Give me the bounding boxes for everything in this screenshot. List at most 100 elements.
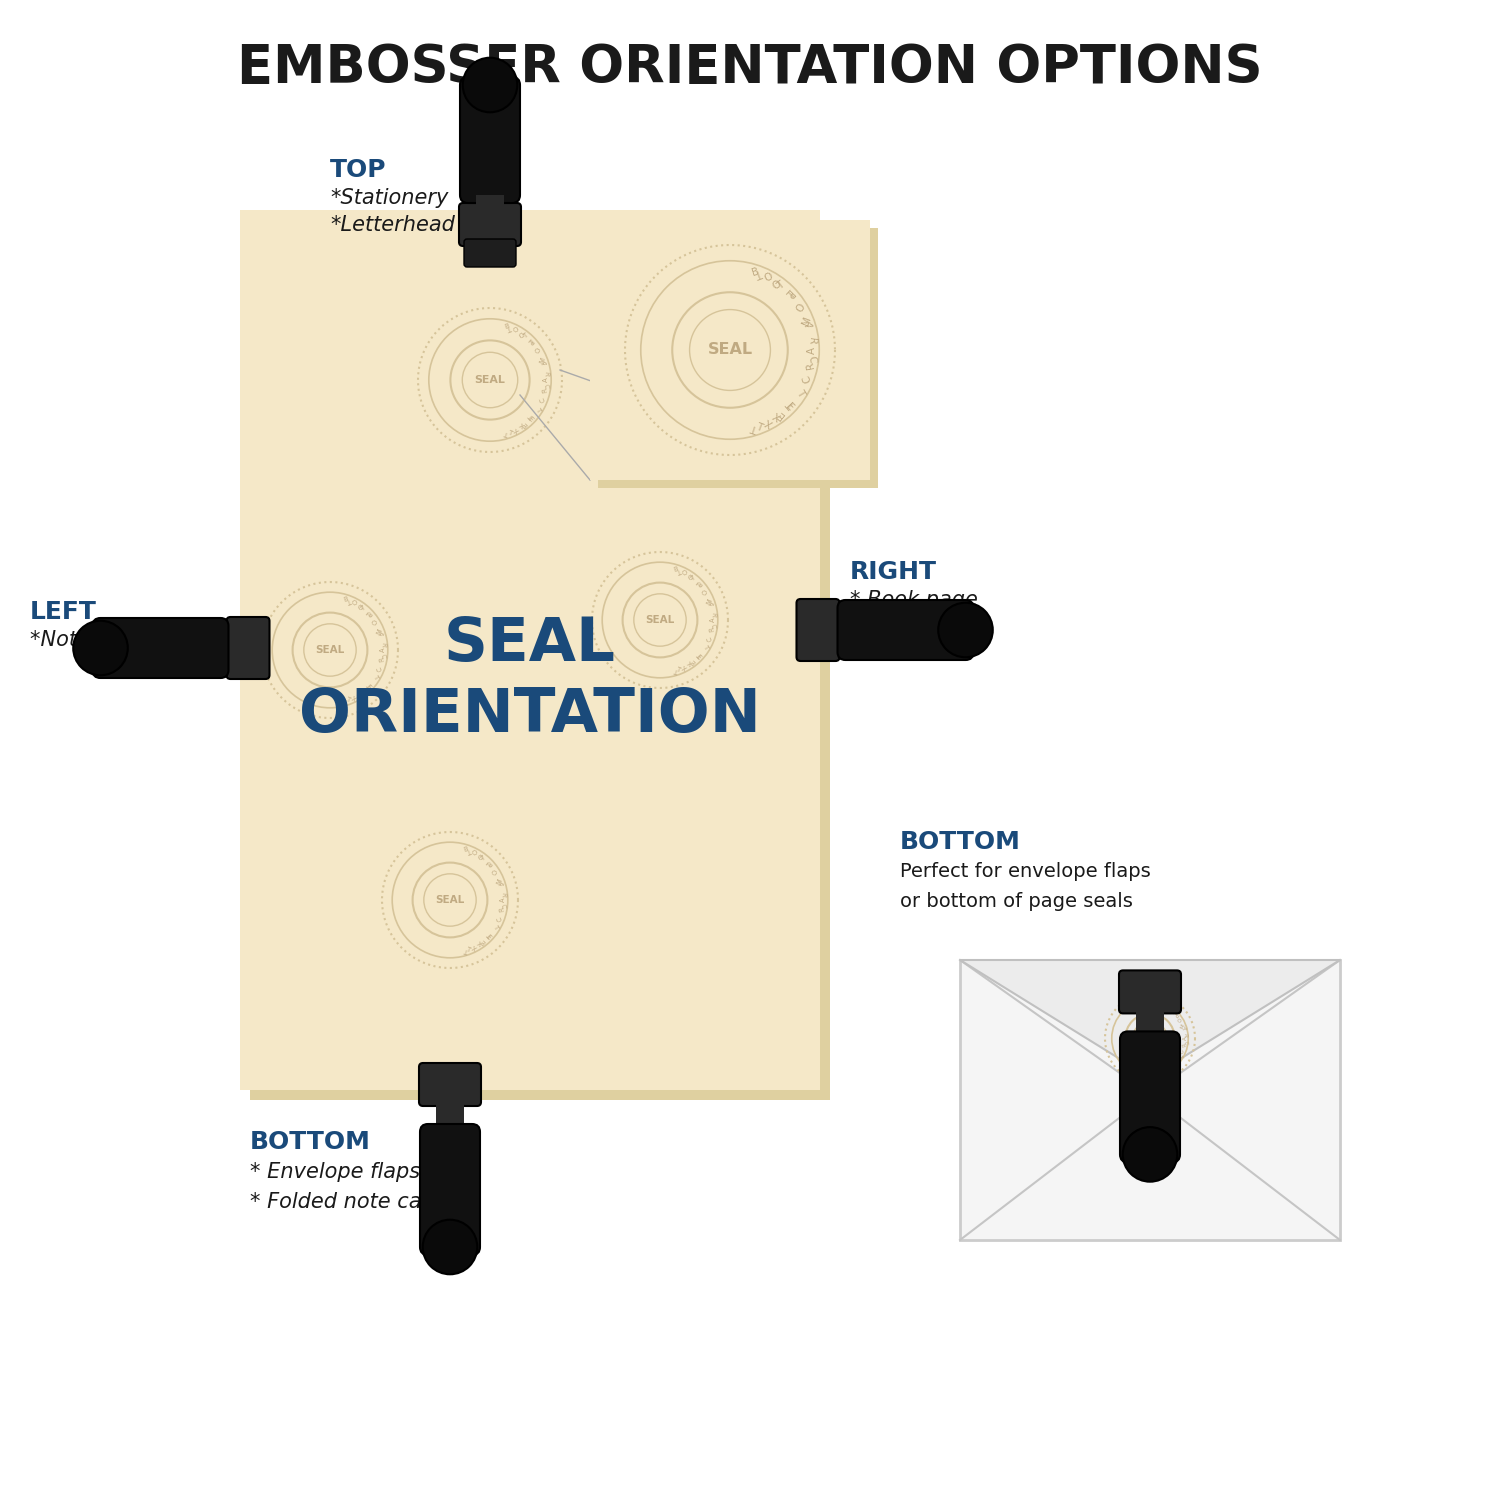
Text: X: X [686, 660, 693, 668]
Bar [240, 210, 820, 1090]
Text: O: O [492, 868, 500, 876]
Text: T: T [344, 698, 350, 703]
Text: T: T [486, 861, 494, 868]
Bar [206, 634, 231, 662]
Text: R: R [500, 891, 506, 897]
Text: T: T [528, 339, 536, 346]
Text: X: X [351, 693, 358, 700]
Circle shape [462, 57, 518, 112]
Text: O: O [356, 602, 363, 609]
Text: P: P [1173, 1011, 1178, 1017]
Text: C: C [801, 374, 813, 384]
Text: E: E [690, 658, 696, 666]
Text: SEAL: SEAL [315, 645, 345, 656]
Text: or bottom of page seals: or bottom of page seals [900, 892, 1132, 910]
Text: C: C [1182, 1040, 1188, 1044]
Text: R: R [710, 612, 716, 616]
Bar [476, 195, 504, 240]
Circle shape [634, 594, 686, 646]
Text: BOTTOM: BOTTOM [900, 830, 1022, 854]
Circle shape [1132, 1022, 1167, 1056]
Text: B: B [750, 266, 760, 278]
Text: X: X [681, 663, 688, 670]
Text: A: A [496, 879, 504, 886]
Text: E: E [480, 938, 486, 945]
Text: T: T [690, 574, 696, 582]
Text: RIGHT: RIGHT [850, 560, 938, 584]
Text: T: T [676, 567, 682, 574]
Text: O: O [476, 852, 483, 859]
Text: T: T [1178, 1054, 1184, 1059]
Text: T: T [754, 422, 764, 432]
Text: R: R [500, 906, 506, 912]
FancyBboxPatch shape [1120, 1032, 1180, 1162]
Text: T: T [492, 924, 500, 932]
Text: Perfect for envelope flaps: Perfect for envelope flaps [900, 862, 1150, 880]
Circle shape [304, 624, 355, 676]
Text: O: O [770, 274, 782, 288]
Text: LEFT: LEFT [30, 600, 98, 624]
Text: O: O [534, 346, 542, 355]
Text: * Folded note cards: * Folded note cards [251, 1192, 454, 1212]
Text: X: X [1164, 1066, 1170, 1072]
Text: T: T [786, 290, 798, 302]
Text: A: A [543, 378, 549, 382]
Text: T: T [1160, 1002, 1166, 1008]
Text: O: O [351, 598, 358, 608]
Bar [251, 220, 830, 1100]
Bar [1136, 1010, 1164, 1040]
Text: O: O [513, 327, 520, 334]
Text: A: A [540, 358, 548, 364]
Text: R: R [1182, 1042, 1188, 1047]
Text: E: E [526, 416, 534, 423]
Text: SEAL: SEAL [435, 896, 465, 904]
Text: B: B [674, 566, 680, 573]
Circle shape [938, 603, 993, 657]
Text: T: T [1158, 1070, 1162, 1076]
Text: C: C [543, 384, 549, 388]
Text: O: O [794, 302, 807, 313]
Text: T: T [786, 399, 798, 410]
Text: X: X [513, 426, 520, 433]
Text: B: B [504, 322, 510, 330]
Text: T: T [750, 423, 759, 433]
Text: X: X [476, 940, 483, 948]
Bar [836, 616, 861, 644]
Text: A: A [807, 346, 818, 354]
Text: E: E [1173, 1060, 1178, 1066]
Text: T: T [702, 645, 709, 651]
Bar [960, 960, 1340, 1240]
Text: O: O [471, 849, 478, 856]
Text: SEAL: SEAL [1138, 1034, 1161, 1042]
Text: X: X [764, 417, 774, 429]
Text: T: T [696, 582, 703, 588]
Text: T: T [360, 604, 366, 612]
FancyBboxPatch shape [460, 76, 520, 203]
Text: O: O [1166, 1005, 1173, 1013]
Text: O: O [686, 572, 693, 579]
Text: X: X [1167, 1065, 1172, 1071]
Text: E: E [522, 420, 528, 428]
Text: E: E [364, 684, 372, 690]
Text: T: T [366, 612, 374, 618]
Text: EMBOSSER ORIENTATION OPTIONS: EMBOSSER ORIENTATION OPTIONS [237, 42, 1263, 94]
FancyBboxPatch shape [459, 202, 520, 246]
Text: SEAL: SEAL [708, 342, 753, 357]
FancyBboxPatch shape [464, 238, 516, 267]
Circle shape [423, 1220, 477, 1275]
Text: SEAL: SEAL [645, 615, 675, 626]
Text: SEAL: SEAL [474, 375, 506, 386]
Bar [590, 220, 870, 480]
Text: O: O [1164, 1004, 1170, 1011]
Text: *Not Common: *Not Common [30, 630, 177, 650]
Circle shape [1122, 1126, 1178, 1182]
Text: A: A [380, 648, 386, 652]
FancyBboxPatch shape [419, 1064, 482, 1106]
Text: T: T [464, 946, 470, 954]
Text: M: M [538, 357, 546, 364]
Text: T: T [676, 666, 682, 674]
Text: P: P [526, 338, 534, 345]
Text: T: T [1168, 1008, 1174, 1014]
Text: T: T [1160, 1068, 1166, 1074]
FancyBboxPatch shape [796, 598, 840, 662]
